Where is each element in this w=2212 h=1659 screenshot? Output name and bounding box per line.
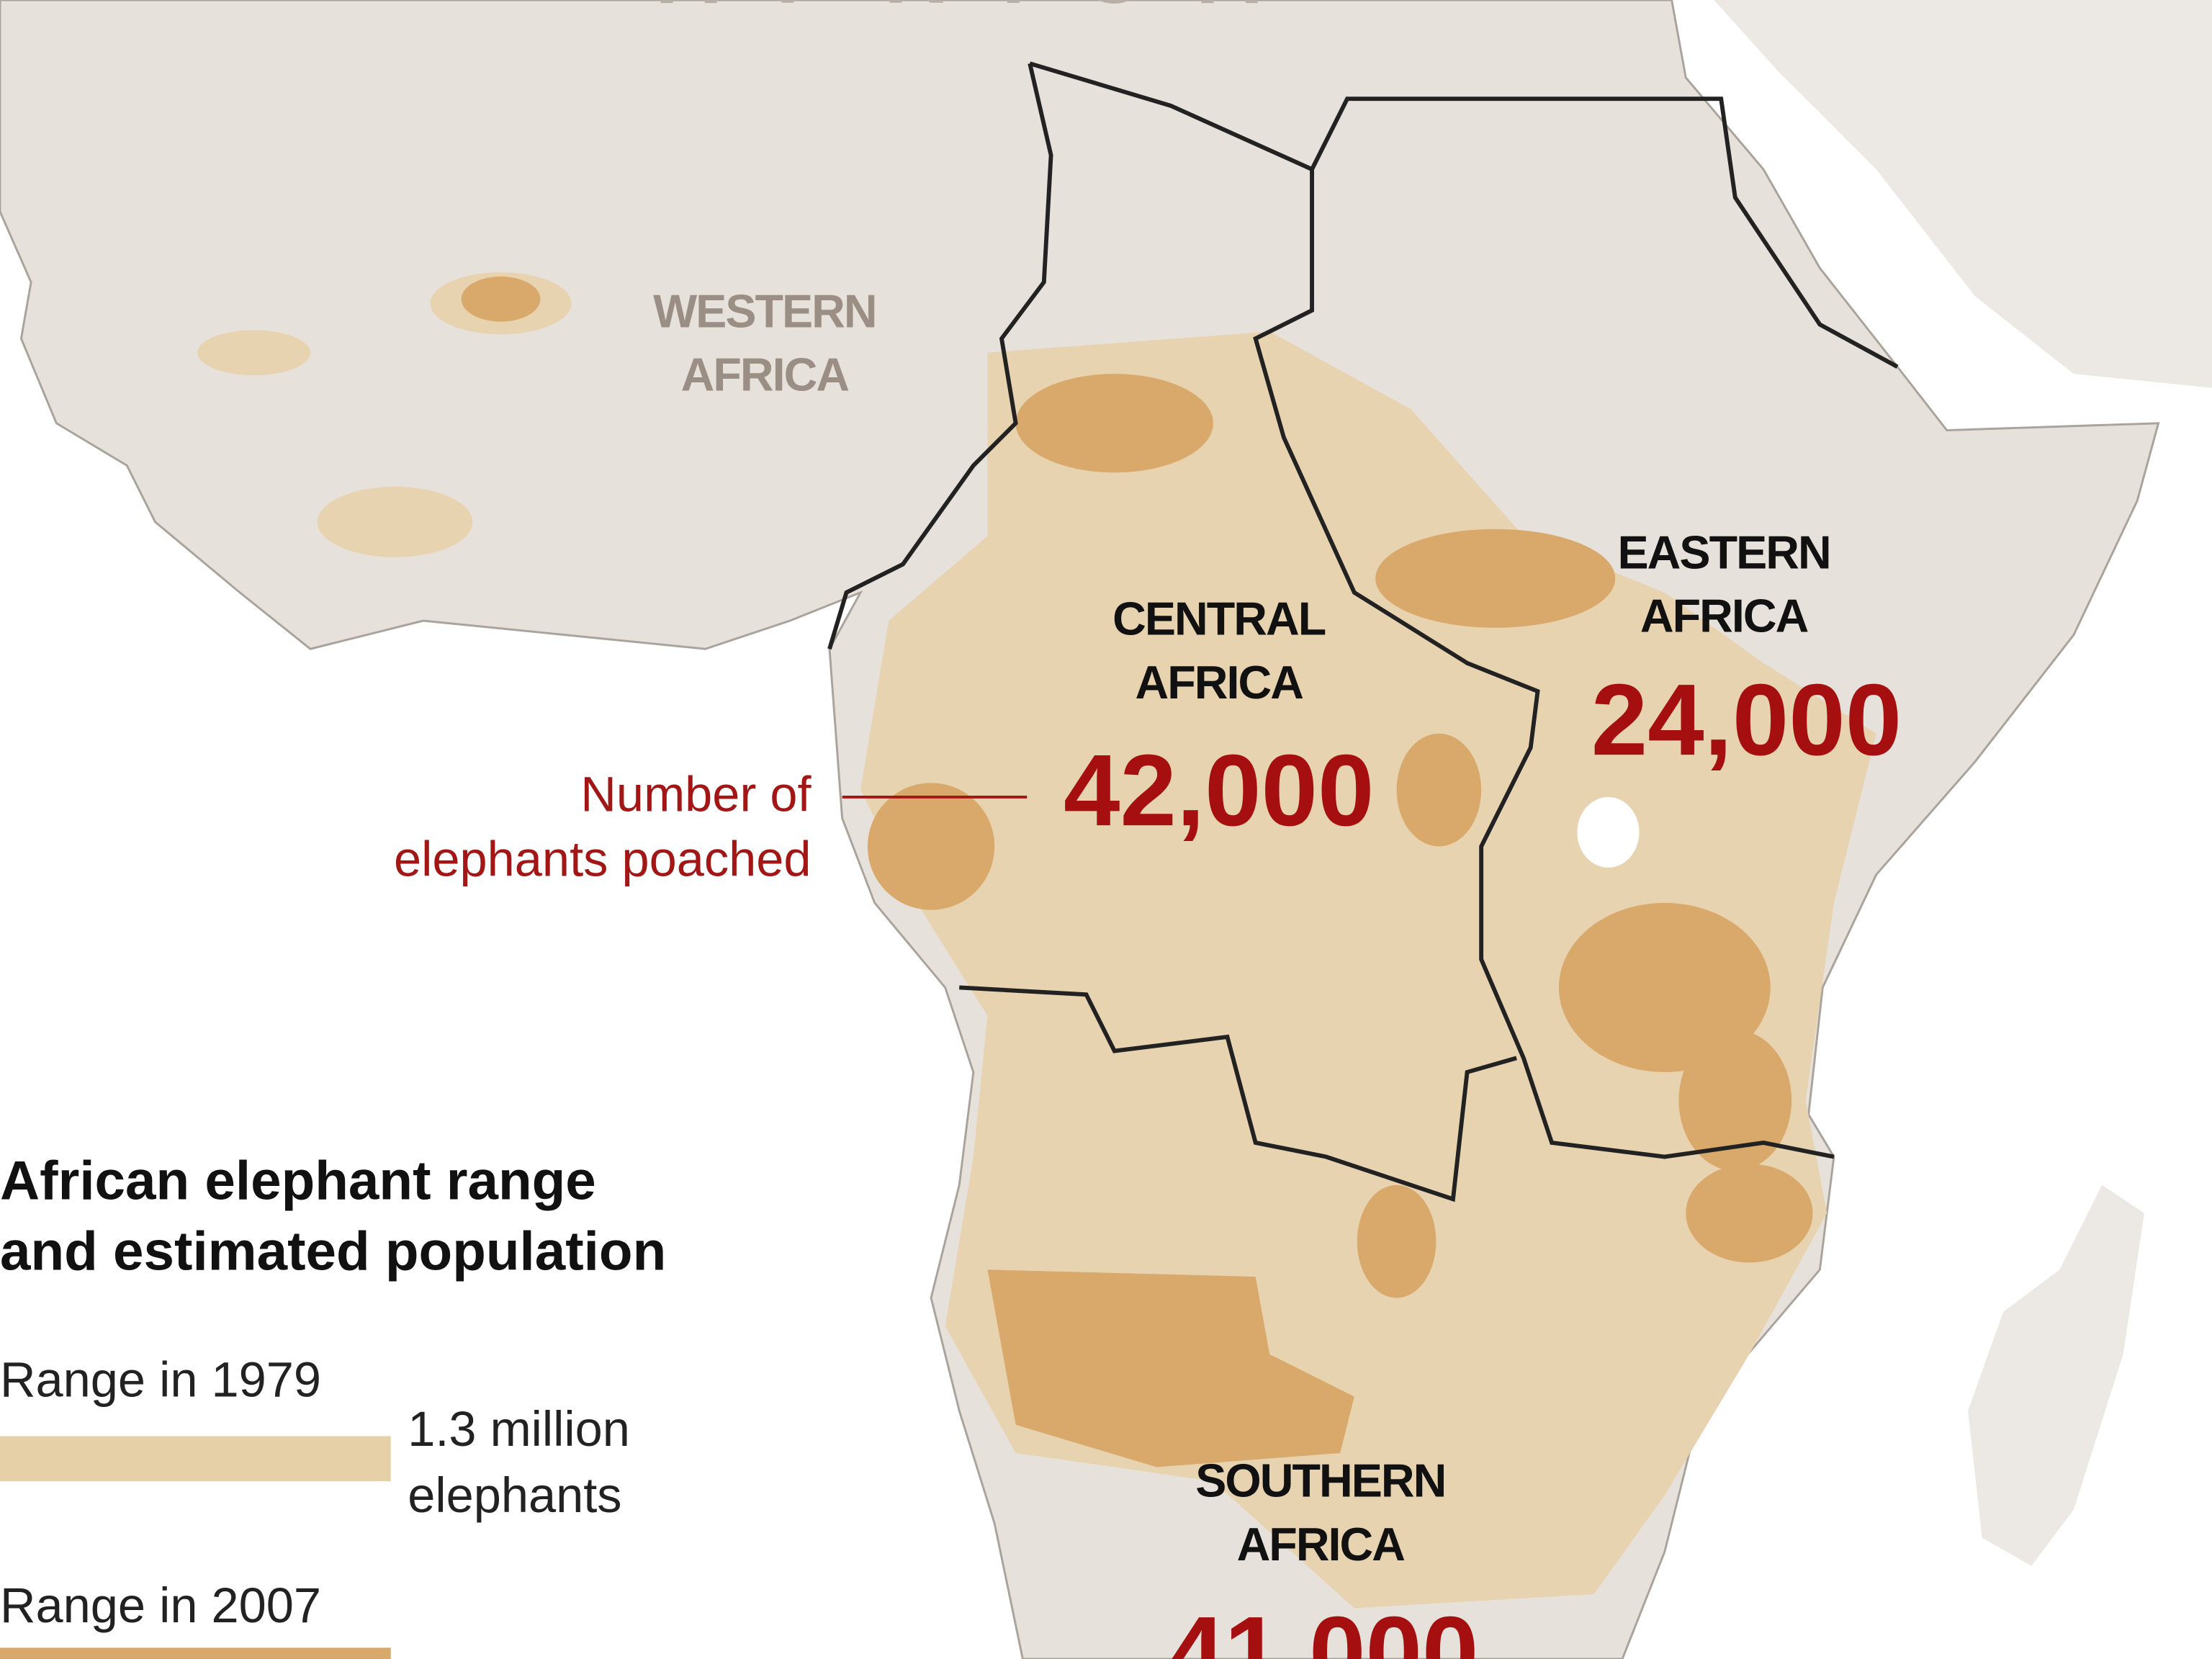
range-area: [1375, 529, 1616, 628]
legend-swatch: [0, 1436, 391, 1482]
range-area: [197, 330, 311, 376]
region-label: AFRICA: [1136, 656, 1303, 709]
region-label: AFRICA: [1237, 1518, 1405, 1570]
region-label: CENTRAL: [1112, 593, 1326, 645]
poached-count: 42,000: [1064, 733, 1374, 847]
range-area: [461, 276, 541, 322]
legend-title: and estimated population: [0, 1220, 666, 1282]
lake: [1577, 796, 1640, 868]
region-label: WESTERN: [653, 285, 876, 338]
range-area: [1029, 61, 1899, 369]
poached-count: 41,000: [1168, 1595, 1478, 1659]
range-area: [1678, 1030, 1792, 1172]
range-area: [1558, 902, 1771, 1072]
range-area: [1396, 733, 1482, 847]
arabia: [1714, 0, 2212, 388]
region-label: AFRICA: [1640, 590, 1808, 642]
legend-population: elephants: [408, 1467, 621, 1523]
range-2007: [461, 276, 1813, 1467]
region-label: EASTERN: [1618, 526, 1830, 579]
map-title: AFRICA: [658, 0, 1316, 21]
poached-count: 24,000: [1591, 662, 1902, 776]
range-area: [1015, 374, 1213, 473]
range-area: [1577, 796, 1640, 868]
legend-population: 1.3 million: [408, 1401, 630, 1457]
annotation: elephants poached: [394, 832, 811, 887]
madagascar: [1968, 1184, 2144, 1566]
range-area: [317, 486, 473, 557]
region-label: SOUTHERN: [1195, 1455, 1445, 1507]
legend-label: Range in 1979: [0, 1352, 321, 1408]
range-area: [1357, 1184, 1437, 1298]
legend-label: Range in 2007: [0, 1578, 321, 1633]
region-label: AFRICA: [681, 349, 849, 401]
annotation: Number of: [580, 767, 811, 822]
legend-swatch: [0, 1647, 391, 1659]
range-area: [959, 985, 1517, 1202]
region-borders: [827, 61, 1899, 1202]
range-area: [827, 63, 1053, 650]
legend-title: African elephant range: [0, 1150, 596, 1211]
range-area: [1686, 1164, 1813, 1263]
range-area: [987, 1269, 1354, 1467]
range-area: [1253, 169, 1835, 1159]
range-area: [867, 783, 995, 910]
